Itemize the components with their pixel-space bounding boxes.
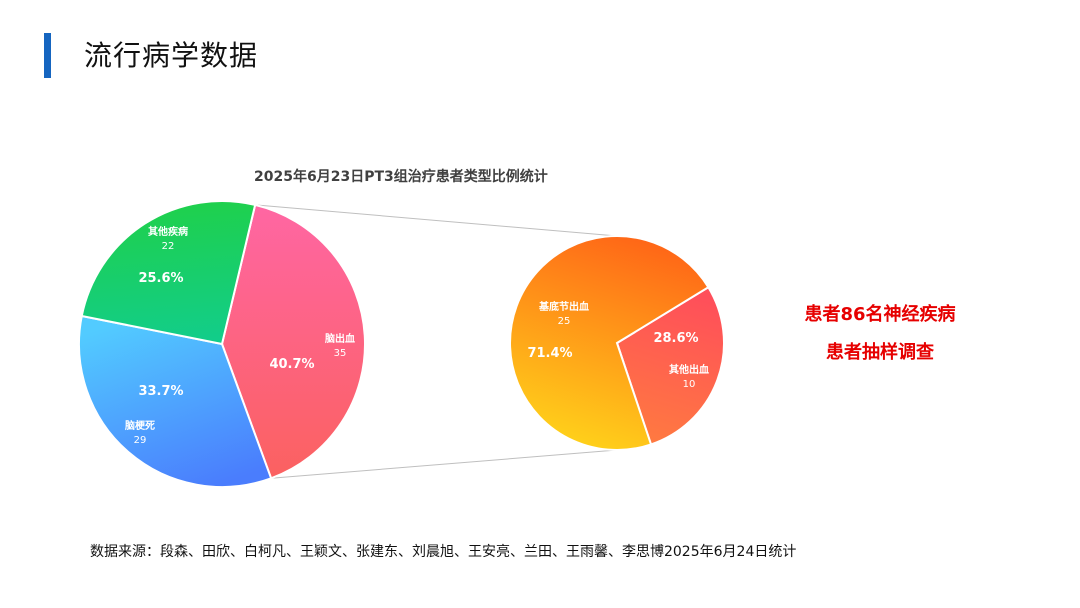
connector-line-top — [255, 204, 618, 237]
sample-note-line2: 患者抽样调查 — [826, 342, 934, 363]
sample-note-line1: 患者86名神经疾病 — [804, 304, 956, 325]
sub-pie-percent-1: 71.4% — [527, 346, 572, 361]
main-pie-value-1: 29 — [134, 435, 147, 446]
sub-pie-slice-0 — [615, 285, 726, 446]
sub-pie-value-1: 25 — [558, 316, 571, 327]
page-title: 流行病学数据 — [84, 39, 259, 72]
main-pie-slice-1 — [78, 314, 273, 488]
connector-line-bottom — [271, 449, 618, 479]
sub-pie-name-0: 其他出血 — [669, 363, 709, 376]
main-pie-percent-2: 25.6% — [138, 271, 183, 286]
main-pie-value-2: 22 — [162, 241, 175, 252]
main-pie-percent-1: 33.7% — [138, 384, 183, 399]
sub-pie-percent-0: 28.6% — [653, 331, 698, 346]
title-accent-bar — [44, 33, 51, 78]
main-pie-name-1: 脑梗死 — [125, 419, 155, 432]
main-pie-value-0: 35 — [334, 348, 347, 359]
main-pie-slice-0 — [220, 203, 366, 480]
main-pie-name-2: 其他疾病 — [148, 225, 188, 238]
sub-pie-slice-1 — [509, 235, 710, 452]
main-pie-percent-0: 40.7% — [269, 357, 314, 372]
chart-title: 2025年6月23日PT3组治疗患者类型比例统计 — [254, 169, 548, 185]
main-pie-slice-2 — [80, 200, 257, 346]
data-source-text: 数据来源：段森、田欣、白柯凡、王颖文、张建东、刘晨旭、王安亮、兰田、王雨馨、李思… — [90, 544, 797, 560]
main-pie-name-0: 脑出血 — [325, 332, 355, 345]
sub-pie-name-1: 基底节出血 — [538, 300, 589, 313]
sub-pie-value-0: 10 — [683, 379, 696, 390]
